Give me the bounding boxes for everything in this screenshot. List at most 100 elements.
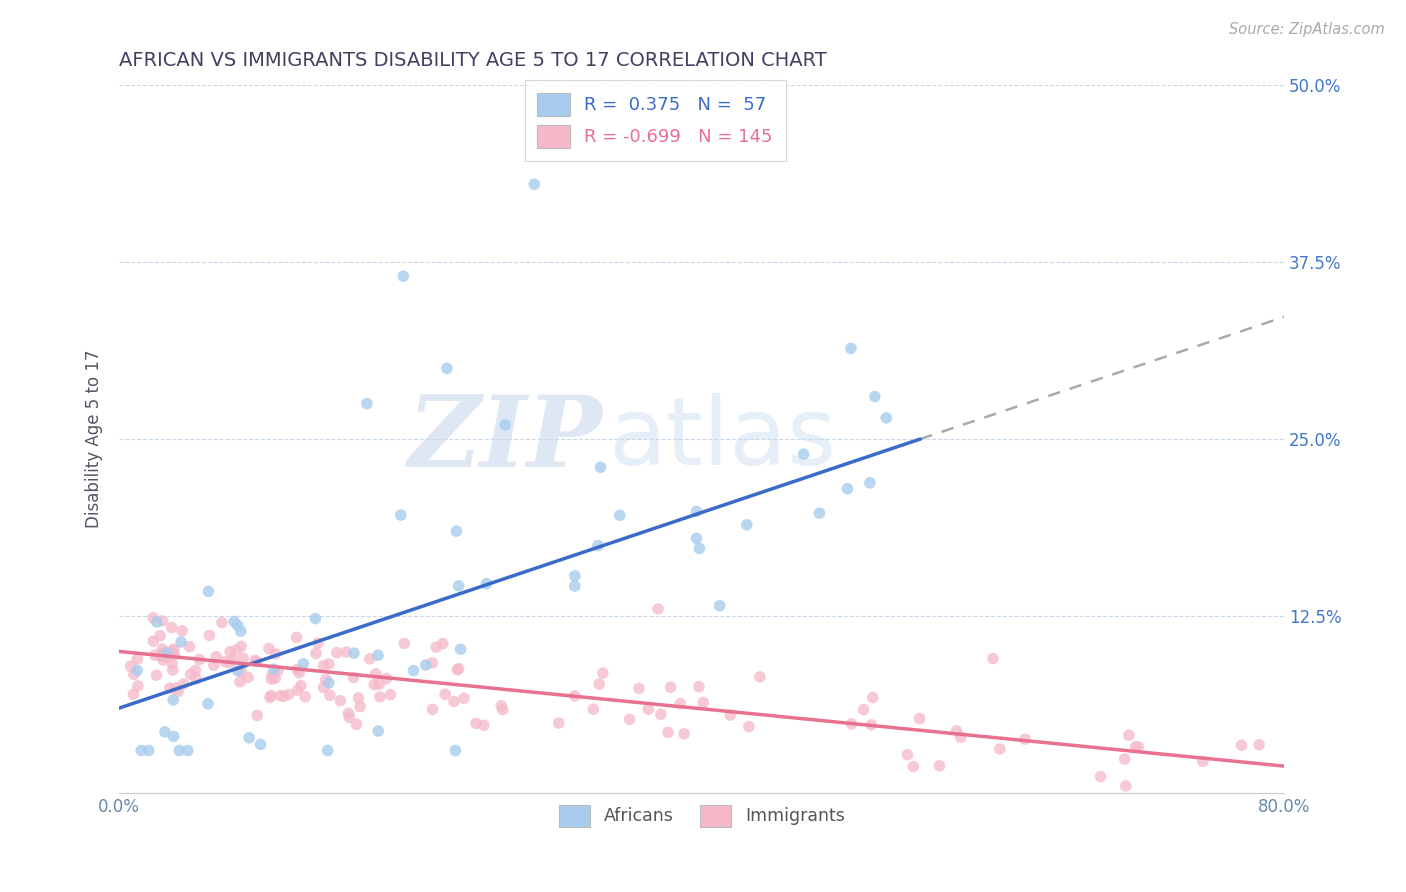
Point xyxy=(142,634,165,648)
Point xyxy=(402,664,425,678)
Point xyxy=(394,636,416,650)
Point xyxy=(492,703,515,717)
Point xyxy=(447,662,470,676)
Point xyxy=(434,687,457,701)
Point xyxy=(852,703,875,717)
Point xyxy=(949,730,972,744)
Point xyxy=(238,731,260,745)
Point xyxy=(928,759,950,773)
Point xyxy=(221,652,243,666)
Point xyxy=(422,702,444,716)
Point xyxy=(315,673,337,687)
Point xyxy=(841,716,863,731)
Point xyxy=(226,664,249,678)
Point xyxy=(592,666,614,681)
Point xyxy=(564,579,586,593)
Point xyxy=(837,482,859,496)
Point xyxy=(138,743,160,757)
Point xyxy=(219,645,242,659)
Point xyxy=(908,711,931,725)
Point xyxy=(863,390,886,404)
Point xyxy=(231,665,253,679)
Point xyxy=(152,614,174,628)
Point xyxy=(447,579,470,593)
Point xyxy=(267,664,290,678)
Point xyxy=(180,667,202,681)
Point xyxy=(337,706,360,721)
Legend: Africans, Immigrants: Africans, Immigrants xyxy=(551,797,852,834)
Point xyxy=(152,646,174,660)
Point xyxy=(224,615,246,629)
Point xyxy=(1090,770,1112,784)
Point xyxy=(127,679,149,693)
Point xyxy=(903,759,925,773)
Point xyxy=(170,635,193,649)
Point xyxy=(172,624,194,638)
Point xyxy=(472,718,495,732)
Point xyxy=(589,460,612,475)
Point xyxy=(380,688,402,702)
Point xyxy=(202,658,225,673)
Point xyxy=(685,504,707,518)
Point xyxy=(839,342,862,356)
Point xyxy=(225,643,247,657)
Point xyxy=(145,615,167,629)
Point xyxy=(453,691,475,706)
Point xyxy=(155,648,177,662)
Point xyxy=(259,690,281,705)
Point xyxy=(263,662,285,676)
Point xyxy=(160,621,183,635)
Point xyxy=(356,397,378,411)
Point xyxy=(494,417,516,432)
Point xyxy=(260,672,283,686)
Point xyxy=(249,738,271,752)
Point xyxy=(564,689,586,703)
Point xyxy=(368,677,391,691)
Point xyxy=(159,681,181,696)
Text: AFRICAN VS IMMIGRANTS DISABILITY AGE 5 TO 17 CORRELATION CHART: AFRICAN VS IMMIGRANTS DISABILITY AGE 5 T… xyxy=(120,51,827,70)
Point xyxy=(650,707,672,722)
Point xyxy=(368,690,391,704)
Point xyxy=(264,647,287,661)
Point xyxy=(264,672,287,686)
Point xyxy=(748,670,770,684)
Point xyxy=(149,629,172,643)
Point xyxy=(718,708,741,723)
Point xyxy=(326,646,349,660)
Point xyxy=(1191,755,1213,769)
Text: ZIP: ZIP xyxy=(408,391,603,487)
Point xyxy=(673,727,696,741)
Point xyxy=(312,658,335,673)
Point xyxy=(738,720,761,734)
Point xyxy=(1118,728,1140,742)
Point xyxy=(162,657,184,671)
Point xyxy=(122,687,145,701)
Point xyxy=(415,658,437,673)
Point xyxy=(735,517,758,532)
Point xyxy=(156,650,179,665)
Point xyxy=(167,684,190,698)
Point xyxy=(150,642,173,657)
Point xyxy=(285,631,308,645)
Point xyxy=(896,747,918,762)
Point xyxy=(260,689,283,703)
Point xyxy=(205,649,228,664)
Point xyxy=(290,678,312,692)
Point xyxy=(647,602,669,616)
Point xyxy=(420,656,443,670)
Point xyxy=(359,652,381,666)
Point xyxy=(312,681,335,695)
Point xyxy=(446,663,468,677)
Point xyxy=(945,723,967,738)
Point xyxy=(657,725,679,739)
Point xyxy=(150,649,173,664)
Point xyxy=(292,657,315,671)
Point xyxy=(246,708,269,723)
Point xyxy=(808,506,831,520)
Point xyxy=(318,657,340,671)
Point xyxy=(142,611,165,625)
Point xyxy=(860,718,883,732)
Point xyxy=(184,664,207,678)
Point xyxy=(1014,732,1036,747)
Point xyxy=(475,576,498,591)
